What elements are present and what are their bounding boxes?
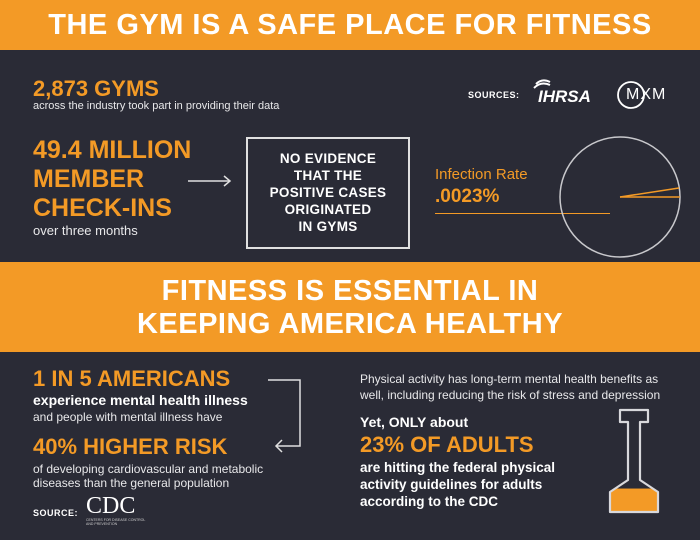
checkins-subtext: over three months [33, 223, 138, 238]
connector-arrow-icon [268, 379, 301, 453]
evidence-line-2: THAT THE [293, 168, 363, 183]
checkins-line1: 49.4 MILLION [33, 136, 192, 164]
americans-headline: 1 IN 5 AMERICANS [33, 366, 231, 391]
sources-label: SOURCES: [468, 90, 520, 100]
arrow-right-icon [188, 175, 232, 187]
weight-fill-icon [608, 408, 660, 514]
adults-line2: activity guidelines for adults [360, 477, 543, 492]
header-banner: THE GYM IS A SAFE PLACE FOR FITNESS [0, 0, 700, 50]
gyms-count: 2,873 GYMS [33, 76, 159, 101]
cdc-logo: CDC CENTERS FOR DISEASE CONTROL AND PREV… [86, 494, 176, 528]
adults-line1: are hitting the federal physical [360, 460, 556, 475]
evidence-line-4: ORIGINATED [284, 202, 372, 217]
activity-line2: well, including reducing the risk of str… [360, 388, 661, 402]
essential-title-line2: KEEPING AMERICA HEALTHY [136, 308, 564, 340]
gyms-description: across the industry took part in providi… [33, 100, 280, 112]
checkins-line3: CHECK-INS [33, 194, 172, 222]
essential-banner: FITNESS IS ESSENTIAL IN KEEPING AMERICA … [0, 262, 700, 352]
ihrsa-swoosh-icon [533, 79, 551, 89]
infection-rate-pie [559, 136, 681, 258]
adults-line3: according to the CDC [360, 494, 499, 509]
page-title: THE GYM IS A SAFE PLACE FOR FITNESS [48, 9, 652, 41]
checkins-headline: 49.4 MILLION MEMBER CHECK-INS [33, 136, 191, 223]
ihrsa-logo-text: IHRSA [538, 87, 591, 106]
essential-title-line1: FITNESS IS ESSENTIAL IN [161, 275, 539, 307]
mxm-circle-icon [617, 81, 645, 109]
infection-underline [435, 213, 610, 214]
infection-rate-value: .0023% [435, 186, 500, 207]
cdc-logo-text: CDC [86, 493, 136, 519]
americans-bold-line: experience mental health illness [33, 392, 248, 408]
adults-intro: Yet, ONLY about [360, 414, 469, 430]
cdc-logo-subtext: CENTERS FOR DISEASE CONTROL AND PREVENTI… [86, 518, 146, 526]
americans-line: and people with mental illness have [33, 410, 223, 424]
infection-rate-label: Infection Rate [435, 166, 528, 183]
risk-line1: of developing cardiovascular and metabol… [33, 462, 264, 476]
risk-headline: 40% HIGHER RISK [33, 434, 228, 459]
mxm-logo-text: MXM [626, 86, 667, 103]
evidence-box: NO EVIDENCE THAT THE POSITIVE CASES ORIG… [246, 137, 410, 249]
checkins-line2: MEMBER [33, 165, 145, 193]
evidence-line-1: NO EVIDENCE [279, 151, 377, 166]
ihrsa-logo: IHRSA [528, 78, 608, 110]
adults-headline: 23% OF ADULTS [360, 432, 534, 457]
activity-line1: Physical activity has long-term mental h… [360, 372, 659, 386]
source-label: SOURCE: [33, 508, 79, 518]
mxm-logo: MXM [616, 80, 688, 110]
evidence-line-3: POSITIVE CASES [269, 185, 387, 200]
evidence-line-5: IN GYMS [298, 219, 358, 234]
risk-line2: diseases than the general population [33, 476, 230, 490]
